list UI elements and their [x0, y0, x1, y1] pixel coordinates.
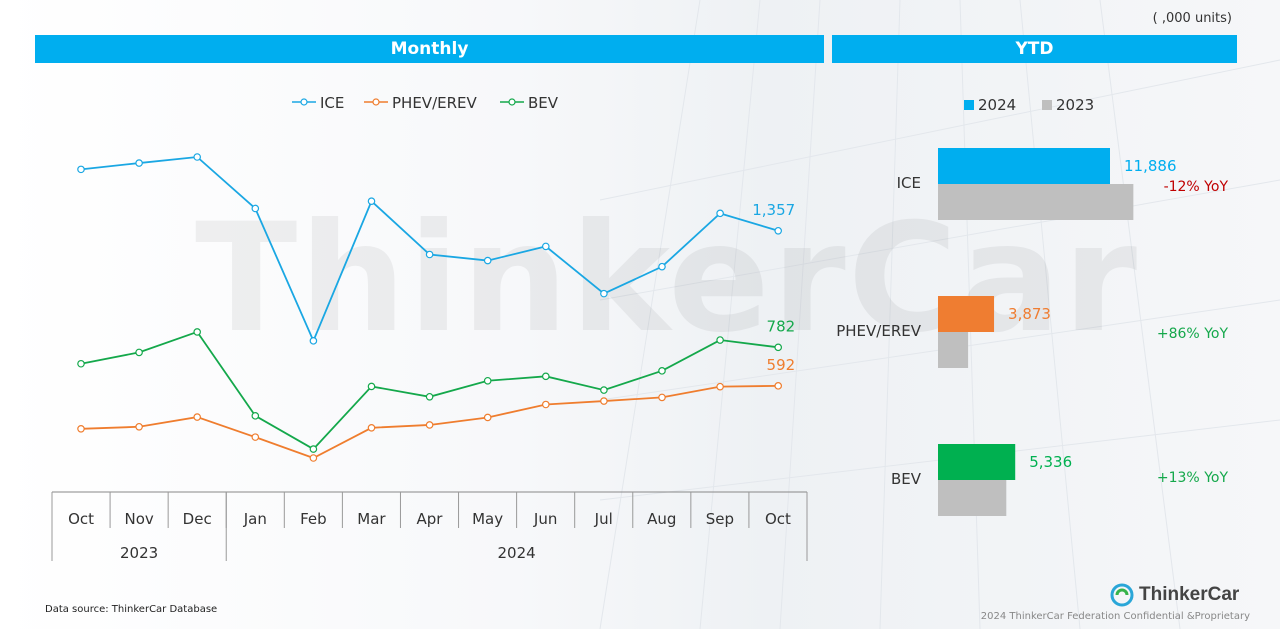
end-label-ice: 1,357 [752, 201, 795, 219]
point-phev-erev-7 [483, 413, 492, 422]
x-tick-label-7: May [472, 510, 503, 528]
legend-marker-phev-erev [372, 98, 380, 106]
category-label-phev-erev: PHEV/EREV [836, 322, 921, 340]
point-phev-erev-9 [600, 397, 608, 405]
brand-name: ThinkerCar [1139, 584, 1240, 605]
legend-label-phev-erev: PHEV/EREV [392, 94, 477, 112]
point-ice-11 [716, 209, 724, 218]
point-ice-1 [135, 159, 143, 167]
point-ice-10 [658, 262, 666, 271]
point-phev-erev-8 [541, 400, 550, 409]
bar-2024-phev-erev [938, 296, 995, 332]
point-phev-erev-12 [774, 382, 783, 390]
point-ice-5 [367, 197, 376, 205]
x-tick-label-6: Apr [417, 510, 444, 528]
point-phev-erev-2 [193, 413, 202, 421]
point-ice-0 [77, 165, 85, 174]
point-bev-8 [541, 372, 550, 381]
ytd-bar-chart: 2024 2023 ICE 11,886 -12% YoY PHEV/EREV 3,873 +… [836, 96, 1229, 516]
point-bev-9 [600, 386, 608, 394]
x-tick-label-4: Feb [300, 510, 327, 528]
legend-label-ice: ICE [320, 94, 344, 112]
x-tick-label-11: Sep [706, 510, 734, 528]
point-bev-4 [309, 445, 318, 453]
legend-marker-bev [508, 98, 516, 106]
end-label-phev-erev: 592 [767, 356, 796, 374]
point-ice-8 [541, 242, 550, 251]
legend-label-2023: 2023 [1056, 96, 1094, 114]
x-tick-label-2: Dec [183, 510, 212, 528]
x-tick-label-10: Aug [647, 510, 676, 528]
bar-2023-phev-erev [938, 332, 969, 368]
point-ice-2 [193, 153, 202, 161]
point-bev-2 [193, 328, 202, 336]
legend-swatch-2024 [964, 100, 974, 110]
point-bev-6 [425, 392, 434, 401]
x-tick-label-3: Jan [243, 510, 267, 528]
point-phev-erev-3 [251, 433, 260, 441]
x-tick-label-12: Oct [765, 510, 791, 528]
ytd-header: YTD [832, 35, 1237, 63]
legend-label-2024: 2024 [978, 96, 1016, 114]
point-ice-4 [309, 337, 318, 345]
units-label: ( ,000 units) [1152, 11, 1232, 26]
point-bev-7 [483, 376, 492, 385]
end-label-bev: 782 [767, 317, 796, 335]
point-ice-6 [425, 250, 434, 259]
value-label-ice: 11,886 [1124, 157, 1177, 175]
bar-2023-bev [938, 480, 1007, 516]
bar-2024-ice [938, 148, 1110, 184]
point-ice-3 [251, 204, 260, 213]
point-phev-erev-0 [77, 425, 85, 433]
brand-logo: ThinkerCar [1110, 583, 1239, 607]
point-bev-12 [774, 343, 783, 352]
bar-2024-bev [938, 444, 1016, 480]
x-tick-label-0: Oct [68, 510, 94, 528]
point-bev-11 [716, 336, 724, 344]
point-phev-erev-5 [367, 423, 376, 432]
category-label-ice: ICE [897, 174, 921, 192]
monthly-header: Monthly [35, 35, 824, 63]
point-bev-1 [135, 348, 143, 357]
x-tick-label-9: Jul [594, 510, 613, 528]
point-bev-5 [367, 382, 376, 391]
point-phev-erev-1 [135, 422, 143, 431]
year-label-2024: 2024 [498, 544, 536, 562]
point-ice-9 [600, 289, 608, 298]
point-phev-erev-11 [716, 382, 724, 391]
data-source: Data source: ThinkerCar Database [45, 604, 218, 615]
yoy-label-ice: -12% YoY [1164, 179, 1229, 195]
point-bev-0 [77, 359, 85, 368]
thinkercar-logo-icon [1110, 583, 1134, 607]
bar-2023-ice [938, 184, 1134, 220]
point-phev-erev-6 [425, 421, 434, 429]
point-bev-3 [251, 412, 260, 420]
point-phev-erev-10 [658, 393, 666, 402]
year-label-2023: 2023 [120, 544, 158, 562]
value-label-phev-erev: 3,873 [1008, 305, 1051, 323]
x-tick-label-8: Jun [533, 510, 557, 528]
x-tick-label-1: Nov [124, 510, 153, 528]
copyright: 2024 ThinkerCar Federation Confidential … [980, 611, 1250, 622]
monthly-line-chart: ICE PHEV/EREV BEV 1,357 592 782 Oct Nov Dec Jan Fe… [51, 94, 808, 562]
watermark: ThinkerCar [195, 192, 1140, 366]
point-phev-erev-4 [309, 454, 318, 462]
point-ice-7 [483, 256, 492, 265]
point-bev-10 [658, 367, 666, 375]
yoy-label-phev-erev: +86% YoY [1157, 326, 1229, 342]
value-label-bev: 5,336 [1029, 453, 1072, 471]
legend-label-bev: BEV [528, 94, 559, 112]
category-label-bev: BEV [891, 470, 922, 488]
point-ice-12 [774, 226, 783, 235]
x-tick-label-5: Mar [357, 510, 386, 528]
legend-marker-ice [300, 98, 308, 106]
legend-swatch-2023 [1042, 100, 1052, 110]
yoy-label-bev: +13% YoY [1157, 470, 1229, 486]
